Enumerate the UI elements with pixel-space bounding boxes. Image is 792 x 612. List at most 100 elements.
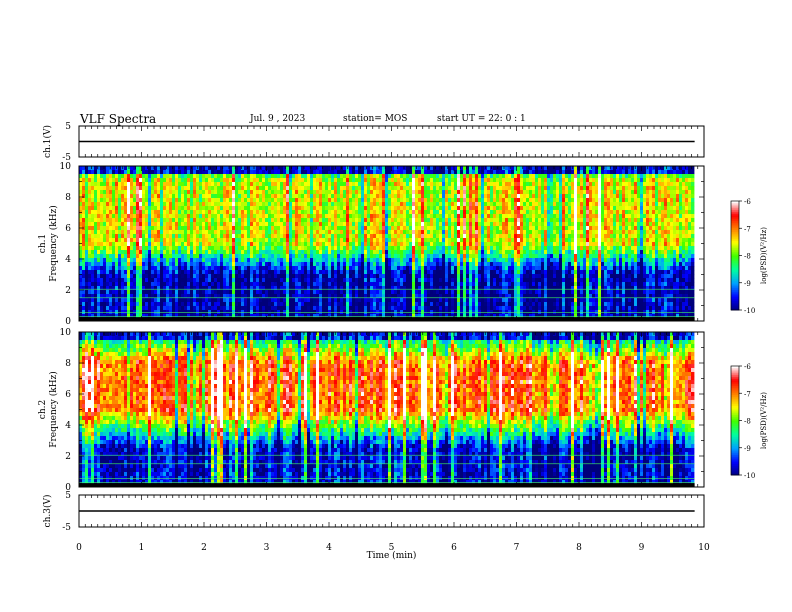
spectrogram-cell <box>322 186 326 191</box>
spectrogram-cell <box>295 202 299 207</box>
spectrogram-cell <box>178 258 182 263</box>
spectrogram-cell <box>295 250 299 255</box>
spectrogram-cell <box>169 206 173 211</box>
spectrogram-cell <box>121 254 125 259</box>
spectrogram-cell <box>226 206 230 211</box>
spectrogram-cell <box>325 170 329 175</box>
spectrogram-cell <box>181 262 185 267</box>
spectrogram-cell <box>298 206 302 211</box>
spectrogram-cell <box>355 306 359 311</box>
spectrogram-cell <box>178 290 182 295</box>
spectrogram-cell <box>436 218 440 223</box>
spectrogram-cell <box>91 262 95 267</box>
spectrogram-cell <box>97 214 101 219</box>
spectrogram-cell <box>196 214 200 219</box>
spectrogram-cell <box>220 202 224 207</box>
spectrogram-cell <box>346 290 350 295</box>
spectrogram-cell <box>259 226 263 231</box>
spectrogram-cell <box>226 170 230 175</box>
spectrogram-cell <box>322 290 326 295</box>
spectrogram-cell <box>241 170 245 175</box>
spectrogram-cell <box>241 222 245 227</box>
spectrogram-cell <box>397 206 401 211</box>
spectrogram-cell <box>202 214 206 219</box>
spectrogram-cell <box>244 274 248 279</box>
spectrogram-cell <box>175 246 179 251</box>
spectrogram-cell <box>310 202 314 207</box>
spectrogram-cell <box>283 298 287 303</box>
spectrogram-cell <box>205 226 209 231</box>
spectrogram-cell <box>229 238 233 243</box>
spectrogram-cell <box>346 202 350 207</box>
spectrogram-cell <box>421 210 425 215</box>
spectrogram-cell <box>160 230 164 235</box>
spectrogram-cell <box>409 286 413 291</box>
spectrogram-cell <box>421 254 425 259</box>
spectrogram-cell <box>274 274 278 279</box>
spectrogram-cell <box>391 282 395 287</box>
spectrogram-cell <box>436 298 440 303</box>
spectrogram-cell <box>175 214 179 219</box>
spectrogram-cell <box>205 302 209 307</box>
spectrogram-cell <box>442 174 446 179</box>
spectrogram-cell <box>265 230 269 235</box>
spectrogram-cell <box>445 210 449 215</box>
spectrogram-cell <box>145 178 149 183</box>
spectrogram-cell <box>196 206 200 211</box>
spectrogram-cell <box>253 178 257 183</box>
spectrogram-cell <box>421 194 425 199</box>
spectrogram-cell <box>394 186 398 191</box>
spectrogram-cell <box>424 266 428 271</box>
spectrogram-cell <box>340 186 344 191</box>
spectrogram-cell <box>373 270 377 275</box>
spectrogram-cell <box>364 234 368 239</box>
spectrogram-cell <box>439 262 443 267</box>
spectrogram-cell <box>316 210 320 215</box>
spectrogram-cell <box>370 222 374 227</box>
spectrogram-cell <box>271 246 275 251</box>
spectrogram-cell <box>175 226 179 231</box>
spectrogram-cell <box>364 250 368 255</box>
spectrogram-cell <box>283 306 287 311</box>
spectrogram-cell <box>427 298 431 303</box>
spectrogram-cell <box>175 250 179 255</box>
spectrogram-cell <box>154 206 158 211</box>
spectrogram-cell <box>295 274 299 279</box>
spectrogram-cell <box>433 290 437 295</box>
spectrogram-cell <box>79 222 83 227</box>
spectrogram-cell <box>196 294 200 299</box>
spectrogram-cell <box>136 170 140 175</box>
spectrogram-cell <box>304 242 308 247</box>
spectrogram-cell <box>319 246 323 251</box>
spectrogram-cell <box>274 222 278 227</box>
spectrogram-cell <box>322 214 326 219</box>
spectrogram-cell <box>124 266 128 271</box>
spectrogram-cell <box>400 226 404 231</box>
spectrogram-cell <box>250 246 254 251</box>
spectrogram-cell <box>142 246 146 251</box>
spectrogram-cell <box>274 298 278 303</box>
spectrogram-cell <box>343 170 347 175</box>
spectrogram-cell <box>244 182 248 187</box>
spectrogram-cell <box>130 286 134 291</box>
spectrogram-cell <box>106 170 110 175</box>
spectrogram-cell <box>172 206 176 211</box>
spectrogram-cell <box>439 218 443 223</box>
spectrogram-cell <box>334 294 338 299</box>
spectrogram-cell <box>397 294 401 299</box>
spectrogram-cell <box>256 202 260 207</box>
spectrogram-cell <box>298 174 302 179</box>
spectrogram-cell <box>79 170 83 175</box>
spectrogram-cell <box>103 210 107 215</box>
spectrogram-cell <box>430 222 434 227</box>
spectrogram-cell <box>241 238 245 243</box>
spectrogram-cell <box>133 218 137 223</box>
spectrogram-cell <box>274 270 278 275</box>
spectrogram-cell <box>253 202 257 207</box>
spectrogram-cell <box>121 258 125 263</box>
spectrogram-cell <box>172 218 176 223</box>
spectrogram-cell <box>106 290 110 295</box>
spectrogram-cell <box>202 294 206 299</box>
spectrogram-cell <box>325 238 329 243</box>
spectrogram-cell <box>88 266 92 271</box>
